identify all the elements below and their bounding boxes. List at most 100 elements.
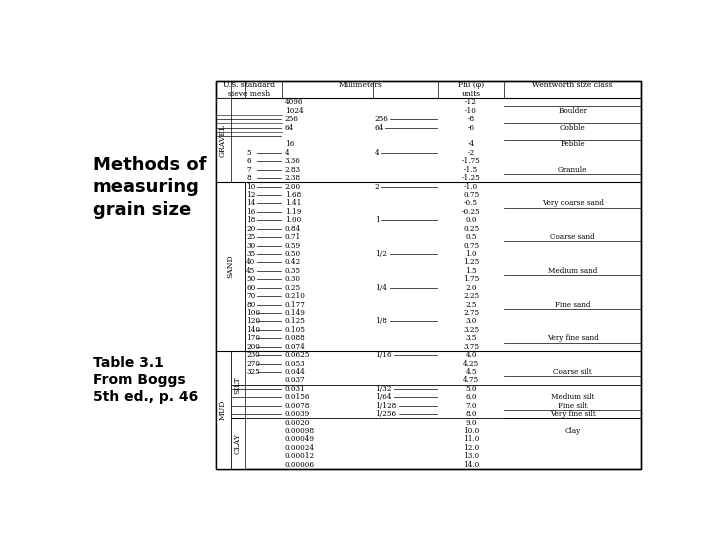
Text: 5.0: 5.0 (465, 385, 477, 393)
Text: 140: 140 (246, 326, 260, 334)
Text: 14: 14 (246, 199, 256, 207)
Text: Fine sand: Fine sand (555, 301, 590, 308)
Text: 1/64: 1/64 (374, 393, 391, 401)
Bar (215, 351, 230, 469)
Text: 0.044: 0.044 (284, 368, 305, 376)
Text: 8: 8 (246, 174, 251, 182)
Text: -1.5: -1.5 (464, 166, 478, 174)
Text: -10: -10 (465, 107, 477, 114)
Text: 64: 64 (374, 124, 384, 132)
Text: -0.5: -0.5 (464, 199, 478, 207)
Text: 0.0625: 0.0625 (284, 351, 310, 359)
Text: 18: 18 (246, 217, 256, 224)
Text: 0.25: 0.25 (463, 225, 480, 233)
Text: -1.75: -1.75 (462, 157, 480, 165)
Text: 1/256: 1/256 (374, 410, 396, 418)
Text: 0.59: 0.59 (284, 241, 301, 249)
Text: 6.0: 6.0 (465, 393, 477, 401)
Text: 0.031: 0.031 (284, 385, 305, 393)
Text: 35: 35 (246, 250, 256, 258)
Text: 30: 30 (246, 241, 256, 249)
Text: 40: 40 (246, 259, 256, 266)
Text: Table 3.1
From Boggs
5th ed., p. 46: Table 3.1 From Boggs 5th ed., p. 46 (93, 356, 198, 404)
Text: 3.5: 3.5 (465, 334, 477, 342)
Text: 1.68: 1.68 (284, 191, 301, 199)
Text: 13.0: 13.0 (463, 453, 480, 460)
Text: 0.30: 0.30 (284, 275, 301, 284)
Text: 7: 7 (246, 166, 251, 174)
Text: 0.5: 0.5 (465, 233, 477, 241)
Bar (215, 80, 642, 469)
Text: 4.5: 4.5 (465, 368, 477, 376)
Text: Coarse sand: Coarse sand (550, 233, 595, 241)
Text: -8: -8 (467, 115, 474, 123)
Text: 1/32: 1/32 (374, 385, 391, 393)
Text: Millimeters: Millimeters (338, 81, 382, 89)
Text: 4096: 4096 (284, 98, 303, 106)
Text: 1.75: 1.75 (463, 275, 480, 284)
Text: 0.00049: 0.00049 (284, 435, 315, 443)
Text: 0.053: 0.053 (284, 360, 305, 368)
Text: 1.00: 1.00 (284, 217, 301, 224)
Bar (230, 351, 245, 418)
Text: 0.50: 0.50 (284, 250, 301, 258)
Text: 0.088: 0.088 (284, 334, 305, 342)
Text: 80: 80 (246, 301, 256, 308)
Text: 2.38: 2.38 (284, 174, 301, 182)
Text: 4.75: 4.75 (463, 376, 480, 384)
Text: 45: 45 (246, 267, 256, 275)
Text: 0.35: 0.35 (284, 267, 301, 275)
Text: 1: 1 (374, 217, 379, 224)
Text: 11.0: 11.0 (463, 435, 480, 443)
Bar (215, 80, 642, 469)
Text: 1/16: 1/16 (374, 351, 391, 359)
Text: 1/4: 1/4 (374, 284, 387, 292)
Text: 14.0: 14.0 (463, 461, 480, 469)
Text: 12: 12 (246, 191, 256, 199)
Text: 2.75: 2.75 (463, 309, 480, 317)
Bar (215, 98, 230, 183)
Text: 2: 2 (374, 183, 379, 191)
Text: 0.84: 0.84 (284, 225, 301, 233)
Text: 200: 200 (246, 343, 260, 351)
Text: 7.0: 7.0 (465, 402, 477, 410)
Text: -6: -6 (467, 124, 474, 132)
Text: 9.0: 9.0 (465, 418, 477, 427)
Text: 0.00012: 0.00012 (284, 453, 315, 460)
Text: Wentworth size class: Wentworth size class (532, 81, 613, 89)
Text: 25: 25 (246, 233, 256, 241)
Text: Medium silt: Medium silt (551, 393, 594, 401)
Text: 0.42: 0.42 (284, 259, 301, 266)
Text: SAND: SAND (226, 255, 234, 279)
Text: 3.0: 3.0 (465, 318, 477, 326)
Text: 50: 50 (246, 275, 256, 284)
Text: 2.83: 2.83 (284, 166, 301, 174)
Text: 3.36: 3.36 (284, 157, 301, 165)
Text: CLAY: CLAY (234, 433, 242, 454)
Text: 0.074: 0.074 (284, 343, 305, 351)
Text: Clay: Clay (564, 427, 581, 435)
Text: 0.210: 0.210 (284, 292, 305, 300)
Text: 12.0: 12.0 (463, 444, 480, 452)
Text: -2: -2 (467, 149, 474, 157)
Text: 100: 100 (246, 309, 260, 317)
Text: Methods of
measuring
grain size: Methods of measuring grain size (93, 156, 207, 219)
Text: 0.75: 0.75 (463, 191, 480, 199)
Text: 170: 170 (246, 334, 260, 342)
Text: 8.0: 8.0 (465, 410, 477, 418)
Text: Pebble: Pebble (560, 140, 585, 148)
Text: Boulder: Boulder (558, 107, 588, 114)
Text: 1.0: 1.0 (465, 250, 477, 258)
Text: 0.037: 0.037 (284, 376, 305, 384)
Text: 16: 16 (246, 208, 256, 216)
Text: -1.25: -1.25 (462, 174, 480, 182)
Text: -1.0: -1.0 (464, 183, 478, 191)
Text: 0.00006: 0.00006 (284, 461, 315, 469)
Text: 0.105: 0.105 (284, 326, 305, 334)
Text: 230: 230 (246, 351, 260, 359)
Text: 0.177: 0.177 (284, 301, 305, 308)
Text: 0.149: 0.149 (284, 309, 305, 317)
Text: GRAVEL: GRAVEL (219, 124, 227, 157)
Text: 325: 325 (246, 368, 260, 376)
Text: 0.75: 0.75 (463, 241, 480, 249)
